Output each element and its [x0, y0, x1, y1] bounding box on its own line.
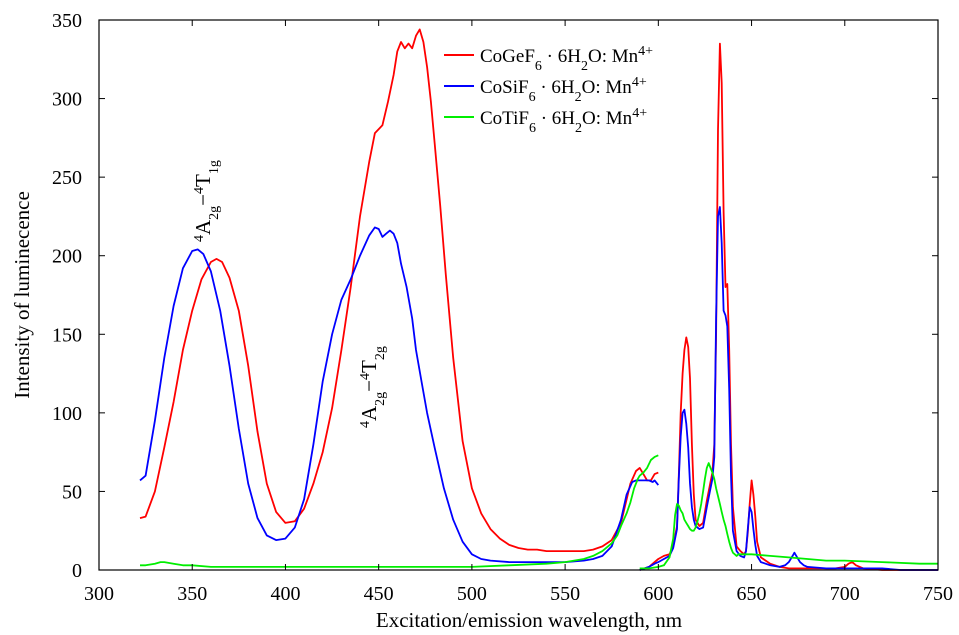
x-axis-label: Excitation/emission wavelength, nm — [376, 608, 682, 632]
y-tick-label-150: 150 — [52, 324, 82, 346]
y-tick-label-200: 200 — [52, 246, 82, 268]
x-tick-label-550: 550 — [550, 583, 580, 605]
y-tick-label-250: 250 — [52, 167, 82, 189]
x-tick-label-450: 450 — [364, 583, 394, 605]
series-layer — [139, 28, 938, 571]
annotation-transition-1: 4A2g−4T1g — [191, 160, 222, 242]
y-tick-label-50: 50 — [62, 481, 82, 503]
x-tick-label-300: 300 — [84, 583, 114, 605]
series-line-1-segment-1 — [639, 206, 938, 571]
y-tick-label-0: 0 — [72, 560, 82, 582]
legend-label-cotif6: CoTiF6 · 6H2O: Mn4+ — [480, 106, 647, 136]
y-tick-label-100: 100 — [52, 403, 82, 425]
x-tick-label-350: 350 — [177, 583, 207, 605]
series-line-2-segment-0 — [140, 454, 659, 568]
y-axis-label: Intensity of luminecence — [10, 191, 34, 399]
series-line-0-segment-1 — [639, 42, 938, 571]
legend: CoGeF6 · 6H2O: Mn4+ CoSiF6 · 6H2O: Mn4+ … — [444, 44, 653, 136]
x-tick-label-700: 700 — [830, 583, 860, 605]
plot-frame — [98, 19, 939, 571]
series-line-0-segment-0 — [139, 28, 659, 552]
x-tick-label-750: 750 — [923, 583, 953, 605]
tick-marks — [98, 19, 939, 571]
tick-labels: 300 350 400 450 500 550 600 650 700 750 0 50 100 150 2… — [52, 10, 953, 605]
x-tick-label-500: 500 — [457, 583, 487, 605]
series-line-1-segment-0 — [139, 226, 660, 563]
x-tick-label-400: 400 — [270, 583, 300, 605]
y-tick-label-300: 300 — [52, 89, 82, 111]
annotation-transition-2: 4A2g−4T2g — [357, 346, 388, 428]
x-tick-label-650: 650 — [737, 583, 767, 605]
x-tick-label-600: 600 — [643, 583, 673, 605]
legend-label-cogef6: CoGeF6 · 6H2O: Mn4+ — [480, 44, 653, 74]
y-tick-label-350: 350 — [52, 10, 82, 32]
legend-label-cosif6: CoSiF6 · 6H2O: Mn4+ — [480, 75, 647, 105]
series-line-2-segment-1 — [639, 462, 938, 570]
